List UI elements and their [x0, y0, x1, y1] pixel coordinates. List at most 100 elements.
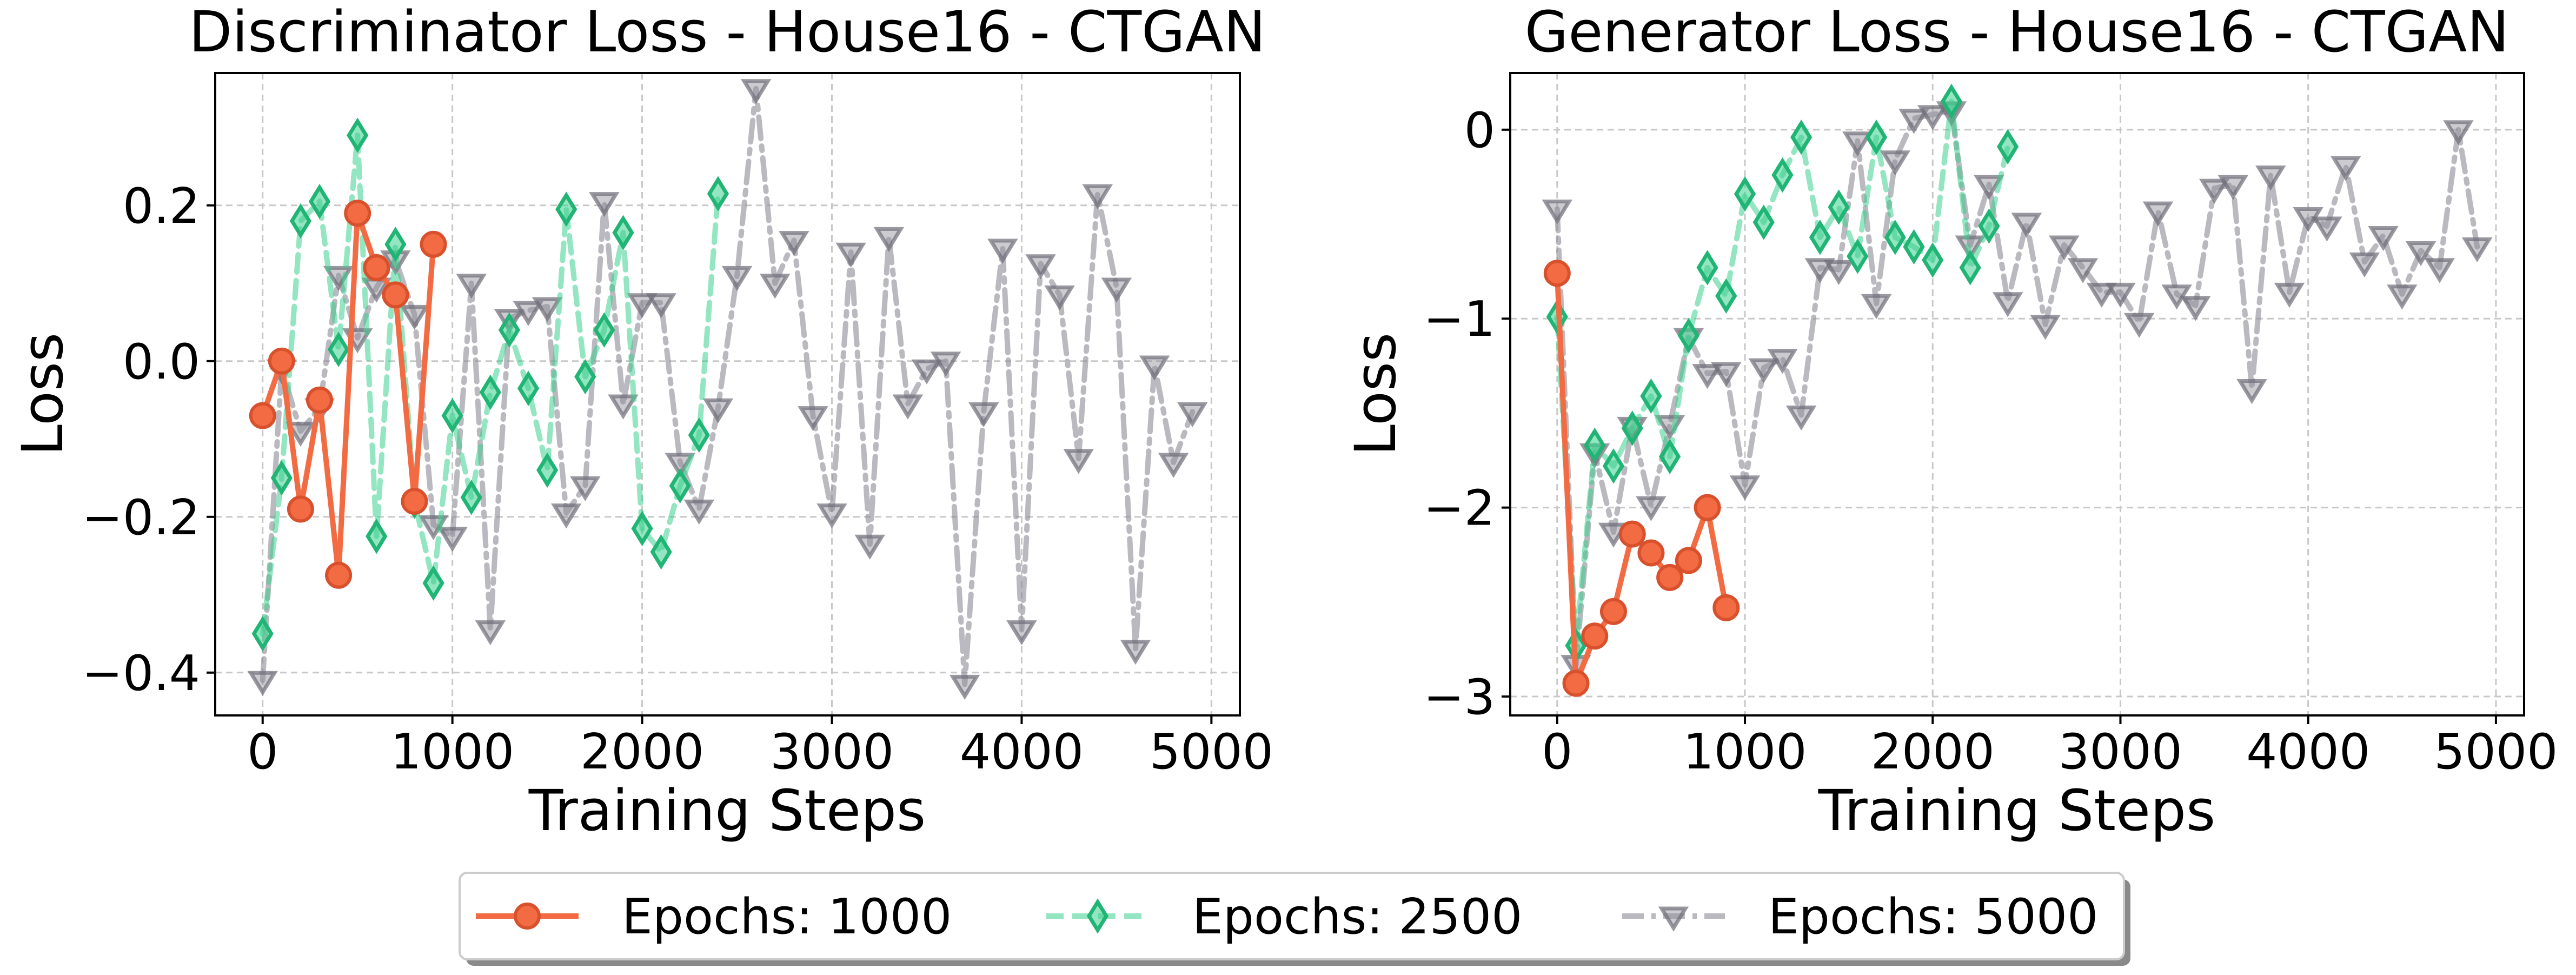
data-point	[1785, 405, 1817, 431]
data-point	[854, 534, 885, 560]
data-point	[683, 499, 715, 525]
data-point	[1675, 547, 1702, 574]
data-point	[646, 293, 676, 319]
data-point	[1656, 563, 1684, 591]
data-point	[249, 402, 276, 429]
data-point	[1006, 620, 1037, 646]
x-axis: 0 1000 2000 3000 4000 5000	[247, 715, 1273, 780]
data-point	[1940, 83, 1963, 120]
x-tick-label: 3000	[770, 724, 894, 780]
data-point	[2461, 237, 2493, 263]
data-point	[456, 274, 487, 299]
data-point	[384, 227, 407, 262]
x-tick-label: 1000	[1683, 724, 1807, 780]
data-point	[1752, 204, 1775, 240]
data-point	[517, 370, 540, 406]
y-axis-label: Loss	[1343, 333, 1409, 456]
data-point	[2274, 282, 2305, 308]
data-point	[1158, 453, 1189, 478]
data-point	[1959, 250, 1981, 286]
data-point	[270, 460, 293, 496]
data-point	[1025, 254, 1056, 280]
data-point	[1101, 277, 1132, 303]
discriminator-loss-panel: Discriminator Loss - House16 - CTGAN 0 10…	[10, 0, 1273, 844]
data-point	[247, 671, 278, 696]
data-point	[2368, 225, 2399, 251]
data-point	[2123, 313, 2155, 338]
data-point	[1621, 410, 1643, 446]
data-point	[2387, 284, 2418, 310]
data-point	[1992, 292, 2023, 317]
data-point	[441, 397, 463, 434]
data-point	[289, 203, 312, 239]
data-point	[2443, 120, 2474, 145]
data-point	[570, 476, 601, 501]
data-point	[987, 238, 1018, 264]
data-point	[1861, 294, 1892, 319]
data-point	[2030, 315, 2061, 340]
generator-loss-panel: Generator Loss - House16 - CTGAN 0 1000 20…	[1343, 0, 2558, 844]
data-point	[1599, 598, 1627, 625]
data-point	[1880, 150, 1911, 176]
data-point	[1543, 260, 1571, 287]
data-point	[2067, 258, 2099, 283]
x-tick-label: 1000	[390, 724, 514, 780]
data-point	[1823, 260, 1854, 286]
data-point	[1711, 362, 1742, 387]
data-point	[475, 620, 506, 646]
y-tick-label: −3	[1423, 669, 1495, 726]
data-point	[968, 402, 999, 428]
data-point	[479, 374, 501, 410]
data-point	[347, 117, 369, 153]
data-point	[627, 293, 658, 319]
data-point	[1997, 129, 2019, 164]
legend-label: Epochs: 1000	[622, 888, 952, 945]
data-point	[401, 488, 428, 515]
data-point	[1847, 238, 1869, 274]
series-line-0	[1554, 270, 1729, 686]
data-point	[608, 394, 639, 420]
data-point	[1696, 250, 1718, 286]
data-point	[2105, 282, 2136, 308]
data-point	[612, 215, 634, 250]
data-point	[2180, 296, 2211, 321]
data-point	[422, 565, 444, 601]
data-point	[1659, 439, 1681, 474]
data-point	[327, 331, 350, 367]
data-point	[2236, 379, 2267, 404]
legend-item-2: Epochs: 2500	[1046, 888, 1522, 945]
y-tick-label: −2	[1423, 480, 1495, 537]
data-point	[1044, 285, 1075, 311]
data-point	[1729, 475, 1761, 501]
data-point	[740, 79, 772, 104]
data-point	[1636, 496, 1667, 521]
plot-area	[1510, 73, 2524, 715]
data-point	[1734, 176, 1756, 212]
data-point	[2011, 213, 2042, 238]
data-point	[498, 312, 521, 348]
x-tick-label: 2000	[580, 724, 704, 780]
data-point	[2312, 216, 2342, 242]
x-tick-label: 2000	[1871, 724, 1995, 780]
data-point	[2199, 178, 2230, 204]
data-point	[1694, 494, 1721, 521]
data-point	[1790, 120, 1813, 155]
data-point	[2405, 241, 2436, 267]
data-point	[1974, 175, 2004, 200]
series-line-2	[1554, 108, 2480, 667]
x-axis: 0 1000 2000 3000 4000 5000	[1542, 715, 2558, 780]
y-tick-label: 0.2	[123, 178, 200, 235]
x-tick-label: 0	[247, 724, 278, 780]
data-point	[1542, 200, 1573, 225]
data-point	[306, 386, 334, 414]
data-point	[536, 452, 559, 488]
data-point	[1804, 258, 1836, 283]
legend-marker	[514, 903, 541, 930]
data-point	[2142, 201, 2174, 227]
data-point	[1602, 448, 1625, 484]
data-point	[1139, 355, 1170, 381]
legend-label: Epochs: 5000	[1768, 888, 2098, 945]
plot-frame	[1509, 72, 2525, 717]
plot-area	[215, 73, 1240, 715]
